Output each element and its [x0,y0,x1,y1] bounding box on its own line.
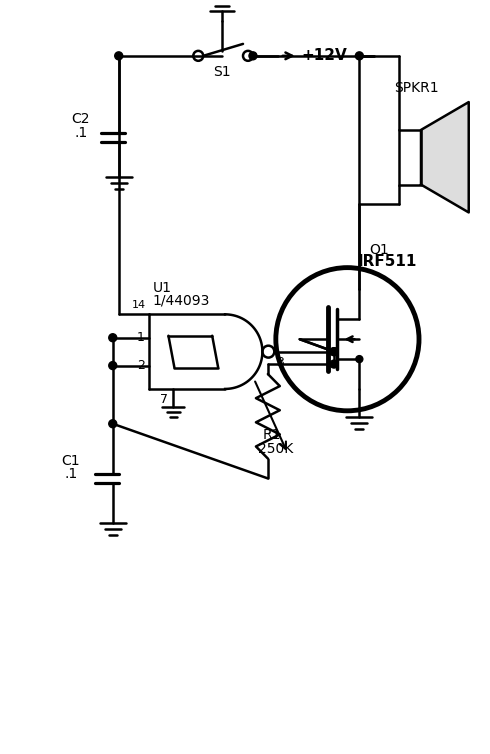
Bar [399,130,421,185]
Text: 1/44093: 1/44093 [152,293,210,308]
Circle shape [356,356,363,363]
Circle shape [115,52,122,60]
Text: Q1: Q1 [369,243,389,256]
Text: 14: 14 [131,300,146,311]
Text: IRF511: IRF511 [357,253,416,268]
Text: 2: 2 [137,359,145,372]
Text: 250K: 250K [258,442,293,456]
Circle shape [109,334,117,342]
Text: 3: 3 [276,356,284,369]
Text: C2: C2 [72,112,90,127]
Text: .1: .1 [64,467,77,481]
Text: S1: S1 [213,65,231,78]
Text: 1: 1 [137,331,145,345]
Circle shape [109,420,117,428]
Text: 7: 7 [160,393,169,406]
Text: R1: R1 [263,428,281,442]
Polygon shape [421,102,469,213]
Text: C1: C1 [62,453,80,467]
Circle shape [109,362,117,369]
Text: U1: U1 [152,281,171,296]
Text: +12V: +12V [302,48,347,63]
Circle shape [330,348,338,356]
Text: SPKR1: SPKR1 [394,81,439,95]
Text: .1: .1 [74,127,88,140]
Circle shape [249,52,257,60]
Circle shape [355,52,363,60]
Circle shape [330,348,338,356]
Circle shape [330,360,338,368]
